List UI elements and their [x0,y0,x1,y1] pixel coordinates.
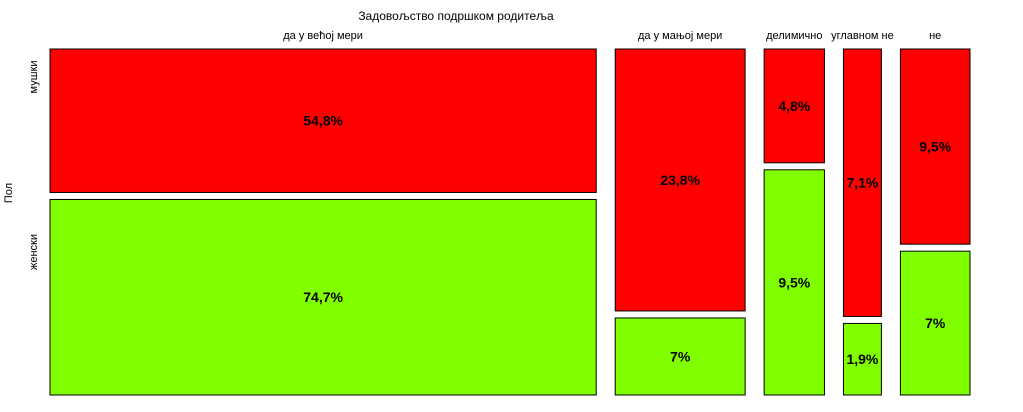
tile-female [842,322,882,396]
tile-label-male: 4,8% [778,98,810,114]
tile-label-male: 9,5% [919,139,951,155]
category-label: углавном не [831,30,894,42]
tile-male [614,48,746,312]
group-label-male: мушки [28,61,40,94]
y-axis-label: Пол [3,183,15,203]
tile-male [763,48,825,164]
tile-label-female: 1,9% [846,351,878,367]
tile-female [614,317,746,396]
tile-label-male: 7,1% [846,175,878,191]
chart-title: Задовољство подршком родитеља [358,9,554,23]
category-label: да у већој мери [283,30,363,42]
tile-female [763,169,825,396]
category-label: не [929,30,941,42]
category-label: делимично [766,30,822,42]
tile-label-male: 23,8% [660,172,700,188]
tile-male [842,48,882,317]
tile-male [49,48,597,193]
tile-female [49,198,597,396]
tile-male [899,48,971,245]
tile-label-female: 7% [925,315,946,331]
tile-label-female: 9,5% [778,274,810,290]
category-label: да у мањој мери [638,30,722,42]
tile-label-female: 7% [670,348,691,364]
tile-female [899,250,971,396]
group-label-female: женски [28,234,40,270]
mosaic-tiles: 54,8% 74,7% 23,8% 7% 4,8% 9,5% 7,1% 1,9% 9,5% 7% [49,48,971,396]
tile-label-female: 74,7% [303,289,343,305]
tile-label-male: 54,8% [303,113,343,129]
